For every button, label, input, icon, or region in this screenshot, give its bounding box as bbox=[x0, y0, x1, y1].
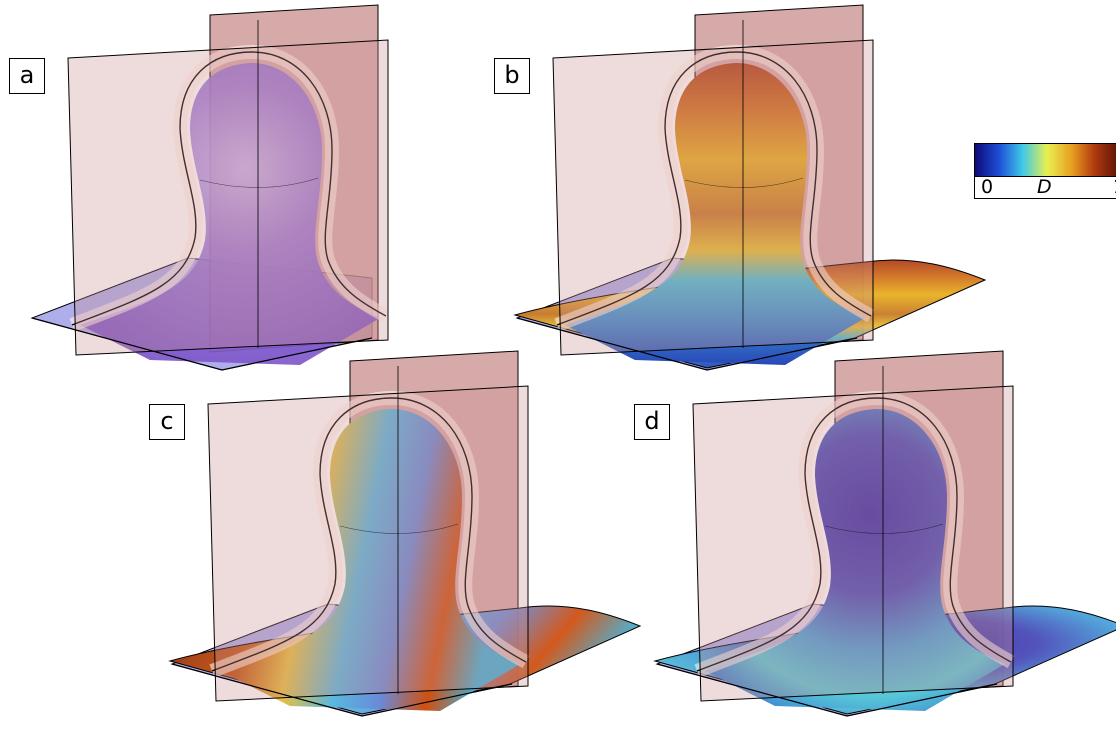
surface-outline bbox=[71, 51, 387, 326]
panel-label-c: c bbox=[149, 404, 185, 440]
colorbar-max-label: 1 bbox=[1113, 177, 1116, 197]
protrusion-surface bbox=[565, 62, 865, 365]
latitude-curve bbox=[684, 177, 804, 188]
floor-edge bbox=[656, 663, 998, 717]
colorbar-gradient bbox=[974, 143, 1116, 177]
protrusion-surface bbox=[220, 408, 520, 711]
colorbar-variable-label: D bbox=[1037, 176, 1052, 198]
front-vertical-plane bbox=[552, 39, 874, 356]
front-vertical-plane bbox=[692, 385, 1014, 702]
panel-d bbox=[653, 350, 1116, 717]
panel-label-a: a bbox=[9, 58, 45, 94]
protrusion-surface bbox=[705, 408, 1005, 711]
front-vertical-plane bbox=[67, 39, 389, 356]
front-vertical-plane bbox=[207, 385, 529, 702]
colorbar-min-label: 0 bbox=[981, 176, 994, 198]
floor-edge bbox=[171, 663, 513, 717]
latitude-curve bbox=[199, 177, 319, 188]
surface-outline bbox=[696, 397, 1012, 672]
colorbar: 0 D 1 bbox=[974, 143, 1116, 199]
panel-c bbox=[168, 350, 642, 717]
latitude-curve bbox=[339, 523, 459, 534]
panel-a bbox=[30, 4, 390, 371]
panel-b bbox=[513, 4, 987, 371]
floor-edge bbox=[516, 317, 858, 371]
protrusion-surface bbox=[80, 62, 380, 365]
latitude-curve bbox=[824, 523, 944, 534]
surface-outline bbox=[556, 51, 872, 326]
floor-edge bbox=[31, 317, 373, 371]
surface-outline bbox=[211, 397, 527, 672]
panel-label-d: d bbox=[634, 404, 670, 440]
colorbar-tick-row: 0 D 1 bbox=[974, 177, 1116, 199]
panel-label-b: b bbox=[494, 58, 530, 94]
